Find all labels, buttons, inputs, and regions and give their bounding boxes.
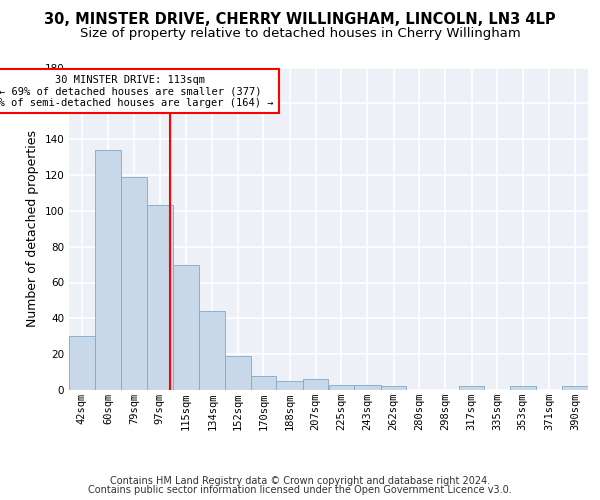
Bar (225, 356, 251, 390)
Bar (199, 311, 225, 390)
Bar (562, 386, 588, 390)
Text: 30 MINSTER DRIVE: 113sqm
← 69% of detached houses are smaller (377)
30% of semi-: 30 MINSTER DRIVE: 113sqm ← 69% of detach… (0, 74, 274, 108)
Bar (121, 177, 147, 390)
Bar (354, 384, 381, 390)
Bar (381, 386, 406, 390)
Text: Contains HM Land Registry data © Crown copyright and database right 2024.: Contains HM Land Registry data © Crown c… (110, 476, 490, 486)
Bar (251, 376, 276, 390)
Bar (173, 264, 199, 390)
Bar (147, 206, 173, 390)
Text: Contains public sector information licensed under the Open Government Licence v3: Contains public sector information licen… (88, 485, 512, 495)
Bar (303, 379, 329, 390)
Bar (459, 386, 484, 390)
Text: 30, MINSTER DRIVE, CHERRY WILLINGHAM, LINCOLN, LN3 4LP: 30, MINSTER DRIVE, CHERRY WILLINGHAM, LI… (44, 12, 556, 28)
Bar (69, 336, 95, 390)
Bar (95, 150, 121, 390)
Bar (329, 384, 354, 390)
Y-axis label: Number of detached properties: Number of detached properties (26, 130, 39, 327)
Bar (276, 381, 303, 390)
Bar (510, 386, 536, 390)
Text: Size of property relative to detached houses in Cherry Willingham: Size of property relative to detached ho… (80, 28, 520, 40)
